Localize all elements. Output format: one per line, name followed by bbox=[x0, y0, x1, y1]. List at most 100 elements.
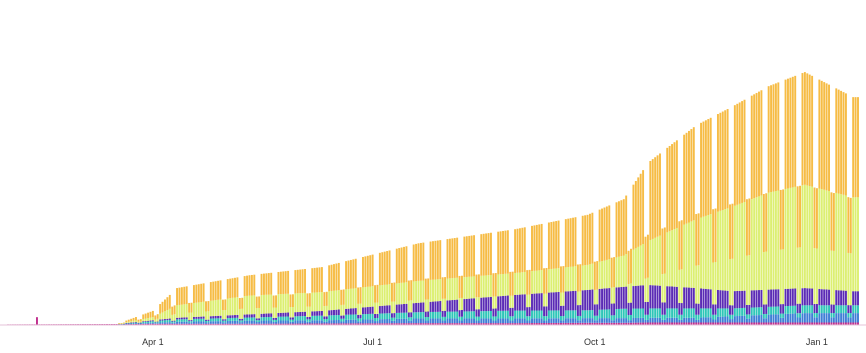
bar-segment-purple bbox=[318, 311, 321, 316]
bar-segment-blue bbox=[774, 314, 777, 323]
bar-segment-teal bbox=[803, 305, 806, 314]
bar-segment-blue bbox=[700, 317, 703, 323]
bar-segment-purple bbox=[226, 315, 229, 319]
bar-segment-orange bbox=[214, 281, 217, 301]
bar-segment-magenta bbox=[284, 323, 287, 325]
bar-segment-purple bbox=[463, 299, 466, 312]
bar-segment-teal bbox=[555, 310, 558, 319]
bar-segment-magenta bbox=[325, 323, 328, 325]
bar-segment-blue bbox=[668, 317, 671, 323]
bar-segment-light-green bbox=[337, 290, 340, 310]
bar-segment-purple bbox=[731, 305, 734, 315]
bar-segment-blue bbox=[494, 320, 497, 324]
bar-segment-light-green bbox=[555, 268, 558, 293]
bar-segment-purple bbox=[733, 291, 736, 309]
bar-segment-teal bbox=[550, 310, 553, 319]
bar-segment-magenta bbox=[753, 322, 756, 325]
bar-segment-magenta bbox=[318, 323, 321, 325]
bar-segment-teal bbox=[226, 318, 229, 321]
bar-segment-blue bbox=[282, 320, 285, 324]
bar-segment-blue bbox=[552, 318, 555, 323]
bar-segment-blue bbox=[366, 319, 369, 324]
bar-segment-blue bbox=[509, 320, 512, 324]
bar-segment-light-green bbox=[755, 197, 758, 291]
bar-segment-magenta bbox=[424, 323, 427, 325]
bar-segment-teal bbox=[473, 311, 476, 319]
bar-segment-light-green bbox=[485, 275, 488, 298]
bar-segment-blue bbox=[702, 317, 705, 323]
bar-segment-light-green bbox=[794, 186, 797, 289]
bar-segment-orange bbox=[593, 261, 596, 290]
bar-segment-purple bbox=[337, 309, 340, 316]
bar-segment-teal bbox=[750, 307, 753, 316]
bar-segment-teal bbox=[489, 310, 492, 319]
bar-segment-magenta bbox=[779, 322, 782, 325]
bar-segment-magenta bbox=[287, 323, 290, 325]
bar-segment-light-green bbox=[395, 283, 398, 305]
bar-segment-blue bbox=[654, 317, 657, 323]
bar-segment-blue bbox=[357, 321, 360, 324]
bar-segment-magenta bbox=[195, 323, 198, 325]
bar-segment-blue bbox=[294, 320, 297, 324]
bar-segment-blue bbox=[801, 313, 804, 323]
bar-segment-orange bbox=[767, 86, 770, 193]
bar-segment-orange bbox=[207, 301, 210, 312]
bar-segment-purple bbox=[637, 285, 640, 309]
bar-segment-blue bbox=[581, 318, 584, 323]
bar-segment-purple bbox=[475, 309, 478, 317]
bar-segment-teal bbox=[304, 316, 306, 321]
bar-segment-orange bbox=[622, 199, 625, 256]
bar-segment-magenta bbox=[267, 323, 270, 325]
bar-segment-magenta bbox=[202, 323, 205, 325]
bar-segment-purple bbox=[482, 297, 485, 312]
bar-segment-purple bbox=[456, 299, 459, 312]
bar-segment-teal bbox=[787, 306, 789, 314]
bar-segment-orange bbox=[357, 287, 360, 304]
bar-segment-magenta bbox=[183, 323, 186, 325]
bar-segment-light-green bbox=[417, 280, 420, 303]
bar-segment-blue bbox=[318, 320, 321, 324]
bar-segment-orange bbox=[813, 187, 816, 249]
bar-segment-orange bbox=[842, 92, 845, 195]
bar-segment-teal bbox=[159, 320, 162, 323]
bar-segment-purple bbox=[287, 312, 290, 317]
bar-segment-orange bbox=[142, 314, 145, 320]
bar-segment-magenta bbox=[403, 323, 405, 325]
bar-segment-teal bbox=[337, 315, 340, 320]
bar-segment-blue bbox=[241, 322, 244, 324]
bar-segment-teal bbox=[209, 318, 212, 322]
bar-segment-orange bbox=[634, 181, 637, 249]
bar-segment-orange bbox=[277, 271, 280, 295]
bar-segment-blue bbox=[267, 320, 270, 324]
bar-segment-purple bbox=[323, 316, 326, 320]
bar-segment-blue bbox=[183, 321, 186, 324]
bar-segment-teal bbox=[163, 320, 166, 323]
bar-segment-teal bbox=[844, 305, 847, 314]
bar-segment-light-green bbox=[429, 279, 432, 302]
bar-segment-magenta bbox=[617, 322, 620, 325]
bar-segment-purple bbox=[576, 305, 579, 316]
bar-segment-orange bbox=[318, 267, 321, 293]
bar-segment-teal bbox=[130, 322, 133, 324]
bar-segment-blue bbox=[671, 317, 674, 323]
bar-segment-light-green bbox=[347, 289, 350, 309]
bar-segment-magenta bbox=[760, 322, 763, 325]
bar-segment-purple bbox=[480, 297, 483, 312]
bar-segment-magenta bbox=[801, 322, 804, 325]
bar-segment-light-green bbox=[212, 300, 215, 317]
bar-segment-orange bbox=[118, 323, 121, 324]
bar-segment-teal bbox=[144, 321, 147, 324]
bar-segment-orange bbox=[415, 243, 418, 282]
bar-segment-orange bbox=[847, 197, 850, 253]
bar-segment-blue bbox=[349, 319, 352, 324]
bar-segment-purple bbox=[661, 302, 664, 315]
bar-segment-orange bbox=[398, 248, 401, 284]
bar-segment-orange bbox=[183, 286, 186, 305]
bar-segment-blue bbox=[226, 320, 229, 324]
bar-segment-blue bbox=[502, 318, 504, 324]
bar-segment-blue bbox=[620, 318, 623, 323]
bar-segment-orange bbox=[743, 99, 746, 202]
bar-segment-teal bbox=[132, 322, 135, 324]
bar-segment-blue bbox=[760, 314, 763, 323]
bar-segment-blue bbox=[325, 321, 328, 324]
